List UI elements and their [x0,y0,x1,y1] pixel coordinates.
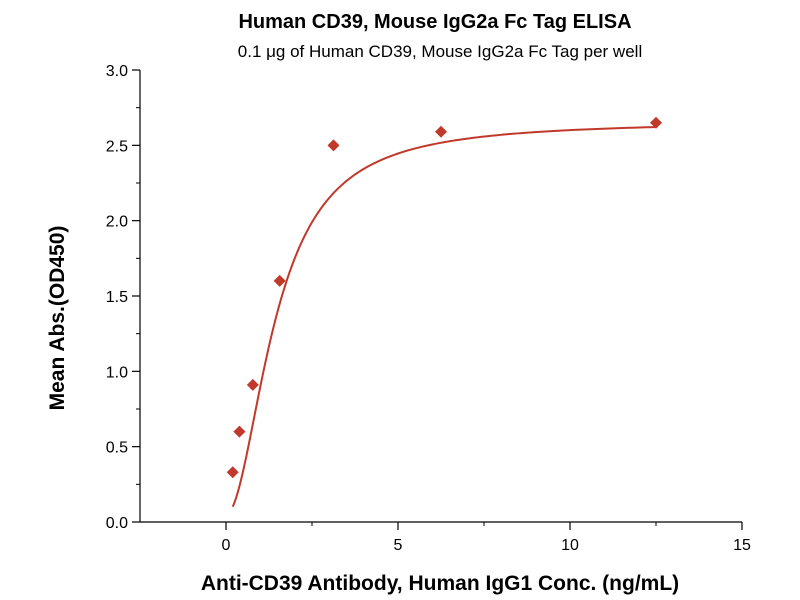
data-point [233,425,246,438]
x-axis-ticks: 0 5 10 15 [222,522,751,554]
x-tick-label: 15 [733,537,751,554]
y-tick-label: 0.0 [106,515,128,532]
x-tick-label: 5 [394,537,403,554]
fit-curve [231,126,657,508]
y-axis-ticks: 0.0 0.5 1.0 1.5 2.0 2.5 3.0 [106,63,140,532]
y-tick-label: 2.0 [106,214,128,231]
data-point [226,466,239,479]
x-axis-label: Anti-CD39 Antibody, Human IgG1 Conc. (ng… [201,572,679,595]
chart-subtitle: 0.1 μg of Human CD39, Mouse IgG2a Fc Tag… [238,42,642,61]
y-tick-label: 0.5 [106,440,128,457]
x-tick-label: 10 [561,537,579,554]
data-point [435,125,447,138]
data-point [273,274,286,287]
y-tick-label: 1.5 [106,289,128,306]
y-tick-label: 1.0 [106,364,128,381]
x-tick-label: 0 [222,537,231,554]
data-point [650,116,662,129]
plot-area: 0.0 0.5 1.0 1.5 2.0 2.5 3.0 0 5 10 15 [106,63,751,554]
data-points [226,116,662,479]
y-tick-label: 3.0 [106,63,128,80]
data-point [327,139,340,152]
y-tick-label: 2.5 [106,138,128,155]
chart-title: Human CD39, Mouse IgG2a Fc Tag ELISA [238,11,631,33]
y-axis-label: Mean Abs.(OD450) [46,226,69,411]
data-point [246,378,259,391]
